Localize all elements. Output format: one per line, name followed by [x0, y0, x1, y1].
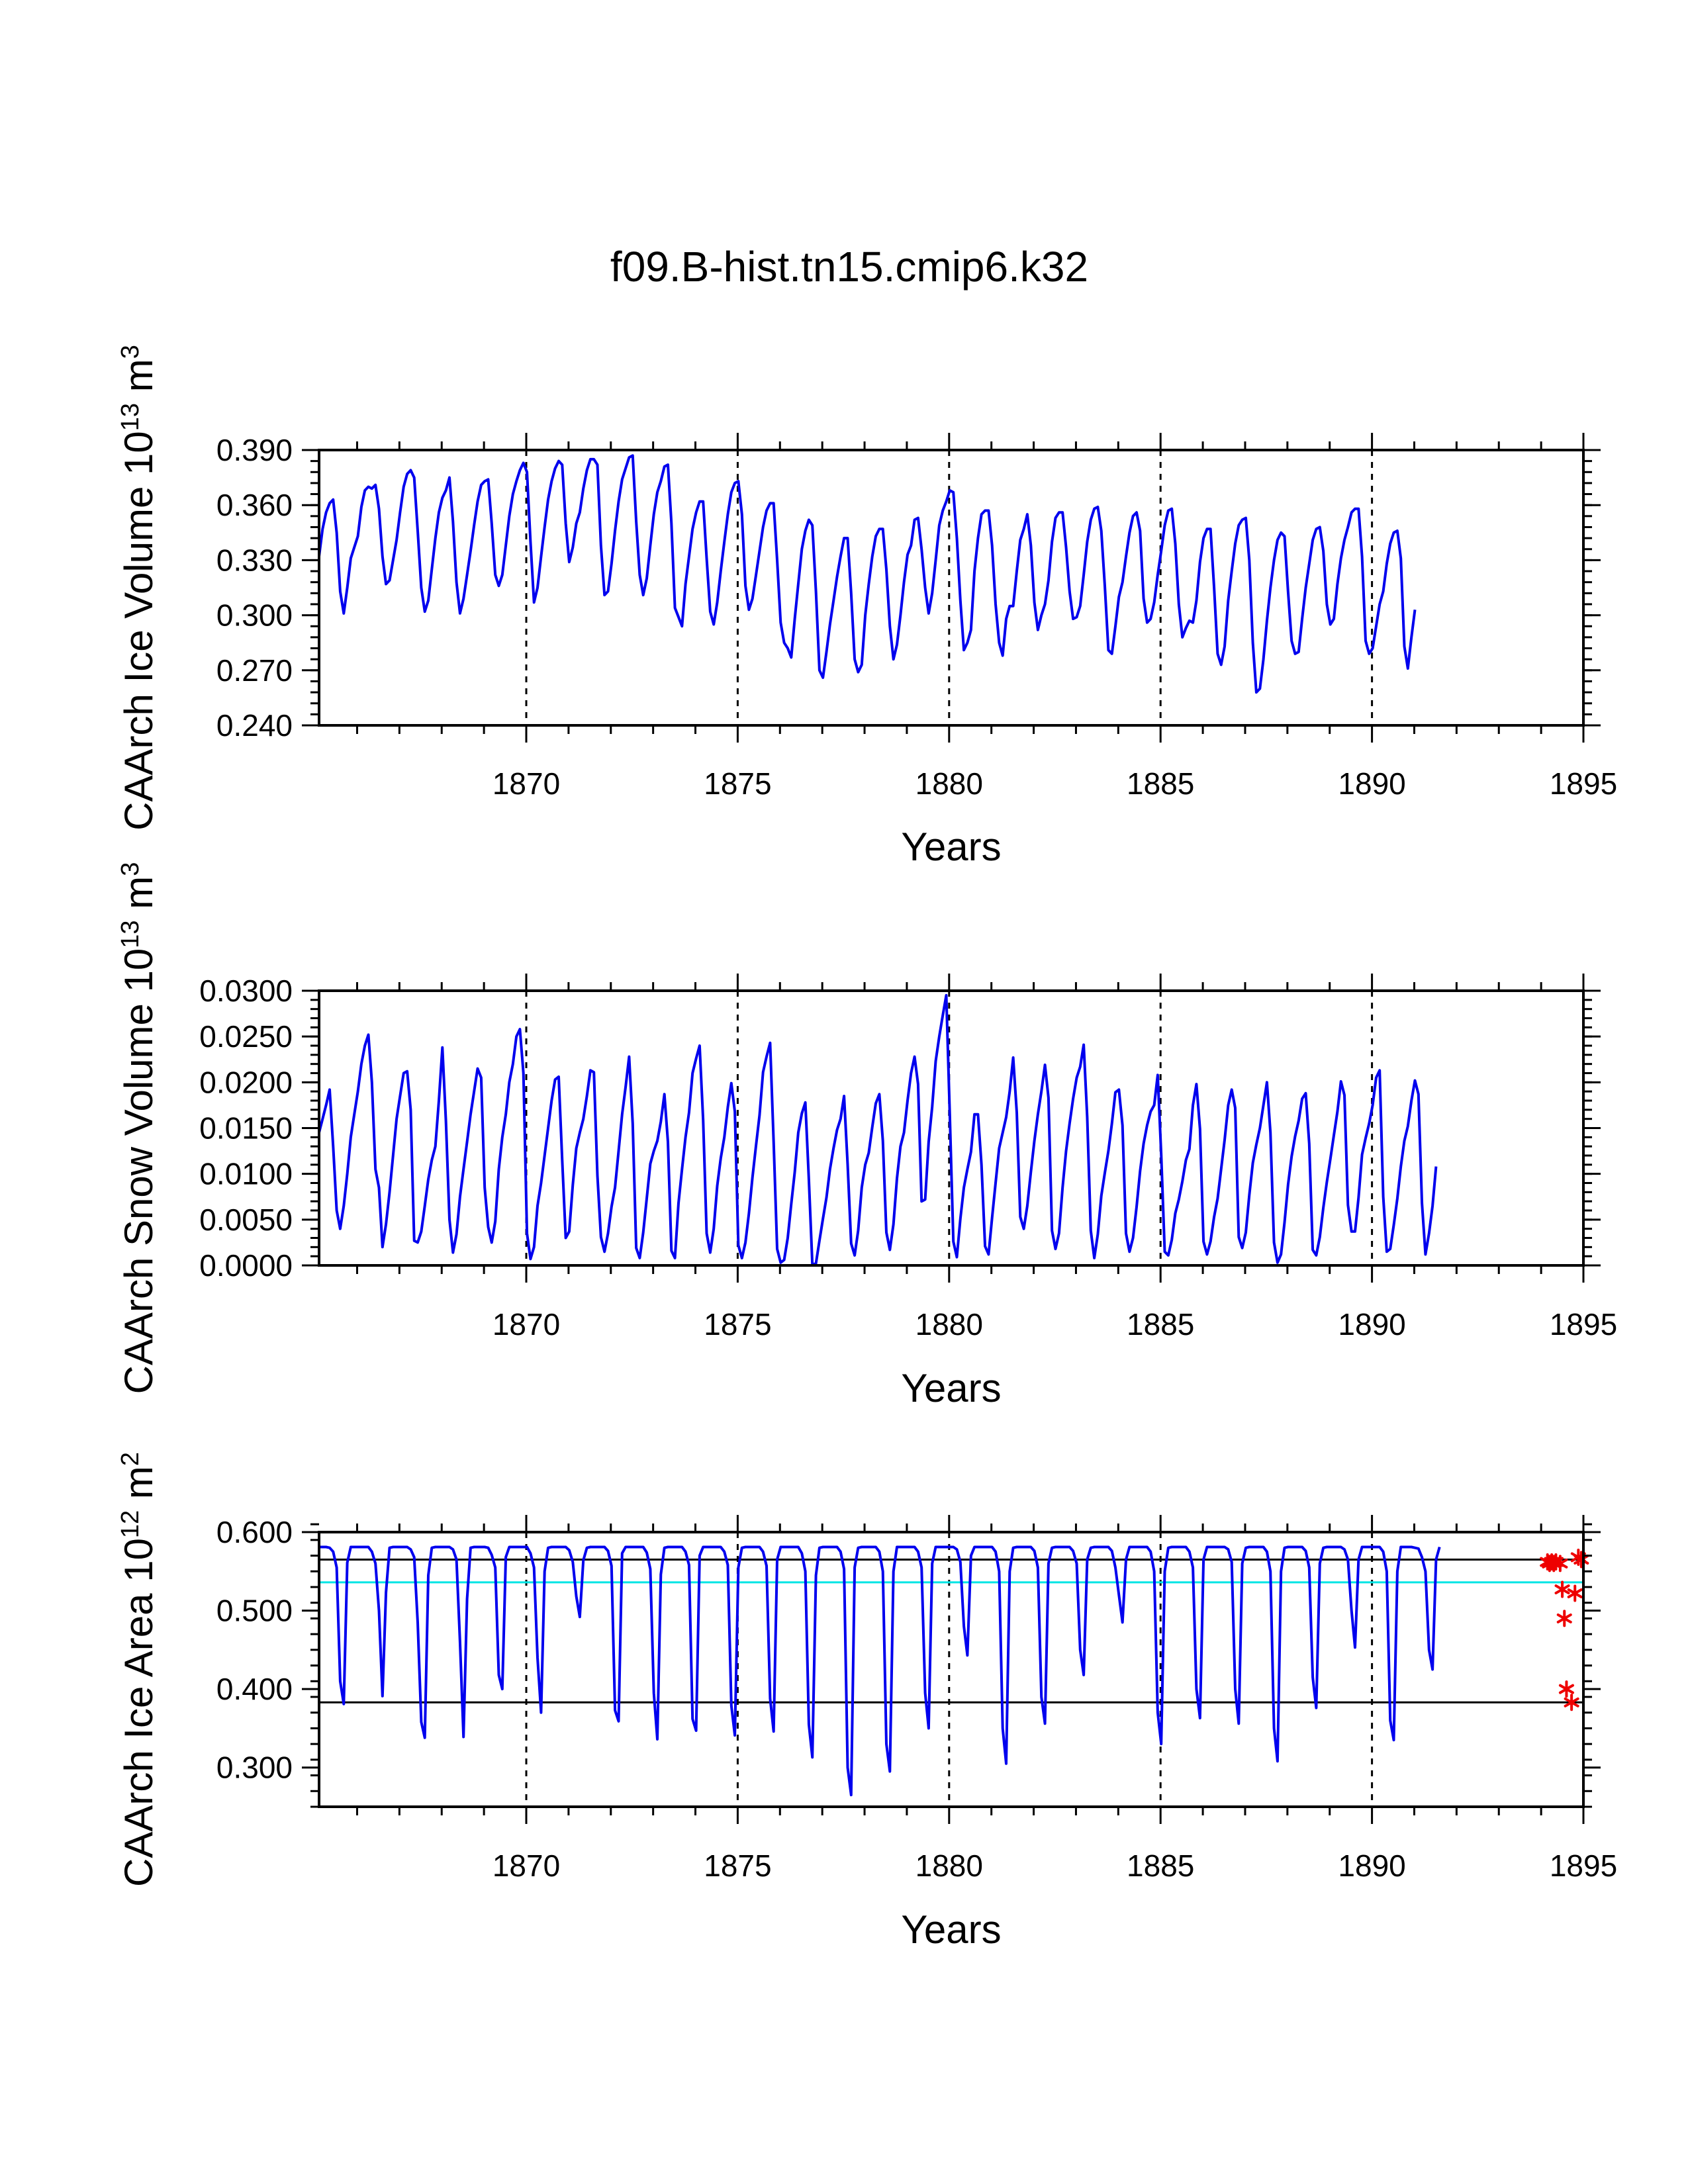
snow-volume-y-tick-label: 0.0100: [199, 1157, 293, 1191]
ice-area-x-tick-label: 1875: [704, 1848, 771, 1883]
snow-volume-x-tick-label: 1895: [1550, 1307, 1617, 1342]
snow-volume-y-tick-label: 0.0050: [199, 1203, 293, 1237]
final-year-values-marker: [1554, 1580, 1570, 1598]
ice-volume-x-tick-label: 1885: [1127, 766, 1194, 801]
ice-volume-y-axis-title: CAArch Ice Volume 1013 m3: [117, 345, 161, 831]
ice-volume-x-tick-label: 1875: [704, 766, 771, 801]
final-year-values-marker: [1564, 1694, 1579, 1711]
snow-volume-series-line: [318, 993, 1438, 1266]
final-year-values-marker: [1552, 1555, 1568, 1572]
ice-area-plot-frame: [318, 1531, 1585, 1808]
ice-volume-y-tick-label: 0.330: [216, 543, 293, 577]
snow-volume-x-tick-label: 1890: [1338, 1307, 1405, 1342]
ice-volume-y-tick-label: 0.390: [216, 433, 293, 467]
ice-volume-y-tick-label: 0.300: [216, 598, 293, 633]
snow-volume-y-axis-title: CAArch Snow Volume 1013 m3: [117, 862, 161, 1394]
ice-volume-x-tick-label: 1870: [492, 766, 560, 801]
ice-volume-x-tick-label: 1895: [1550, 766, 1617, 801]
ice-area-x-axis-title: Years: [901, 1907, 1001, 1952]
ice-volume-y-tick-label: 0.360: [216, 488, 293, 522]
snow-volume-y-tick-label: 0.0000: [199, 1248, 293, 1283]
snow-volume-x-tick-label: 1870: [492, 1307, 560, 1342]
ice-area-x-tick-label: 1890: [1338, 1848, 1405, 1883]
ice-area-y-tick-label: 0.300: [216, 1751, 293, 1785]
ice-area-x-tick-label: 1885: [1127, 1848, 1194, 1883]
final-year-values-marker: [1567, 1584, 1583, 1602]
snow-volume-x-tick-label: 1885: [1127, 1307, 1194, 1342]
ice-area-y-tick-label: 0.400: [216, 1672, 293, 1706]
snow-volume-x-tick-label: 1880: [915, 1307, 983, 1342]
ice-volume-y-tick-label: 0.270: [216, 653, 293, 688]
ice-area-y-tick-label: 0.500: [216, 1594, 293, 1628]
ice-area-series-line: [319, 1545, 1441, 1797]
snow-volume-y-tick-label: 0.0250: [199, 1019, 293, 1054]
snow-volume-panel: 1870 1875 1880 1885 1890 1895 0.0000 0.0050 0.01…: [117, 862, 1617, 1410]
ice-area-panel: 1870 1875 1880 1885 1890 1895 0.300 0.400 0.500 0…: [117, 1452, 1617, 1952]
ice-area-x-tick-label: 1870: [492, 1848, 560, 1883]
figure-title: f09.B-hist.tn15.cmip6.k32: [610, 243, 1088, 291]
snow-volume-y-tick-label: 0.0300: [199, 974, 293, 1008]
ice-area-x-tick-label: 1880: [915, 1848, 983, 1883]
final-year-values-marker: [1556, 1610, 1572, 1627]
ice-volume-panel: 1870 1875 1880 1885 1890 1895 0.240 0.270 0.300 0…: [117, 345, 1617, 869]
ice-volume-y-tick-label: 0.240: [216, 708, 293, 743]
snow-volume-x-axis-title: Years: [901, 1366, 1001, 1410]
ice-volume-x-axis-title: Years: [901, 825, 1001, 869]
ice-volume-series-line: [318, 454, 1417, 694]
snow-volume-y-tick-label: 0.0200: [199, 1065, 293, 1099]
ice-volume-x-tick-label: 1880: [915, 766, 983, 801]
ice-area-y-axis-title: CAArch Ice Area 1012 m2: [117, 1452, 161, 1887]
ice-area-x-tick-label: 1895: [1550, 1848, 1617, 1883]
snow-volume-x-tick-label: 1875: [704, 1307, 771, 1342]
final-year-values-marker: [1573, 1551, 1589, 1569]
ice-volume-x-tick-label: 1890: [1338, 766, 1405, 801]
ice-volume-plot-frame: [318, 449, 1585, 727]
ice-area-y-tick-label: 0.600: [216, 1515, 293, 1549]
final-year-values-marker: [1558, 1680, 1574, 1698]
snow-volume-y-tick-label: 0.0150: [199, 1111, 293, 1146]
